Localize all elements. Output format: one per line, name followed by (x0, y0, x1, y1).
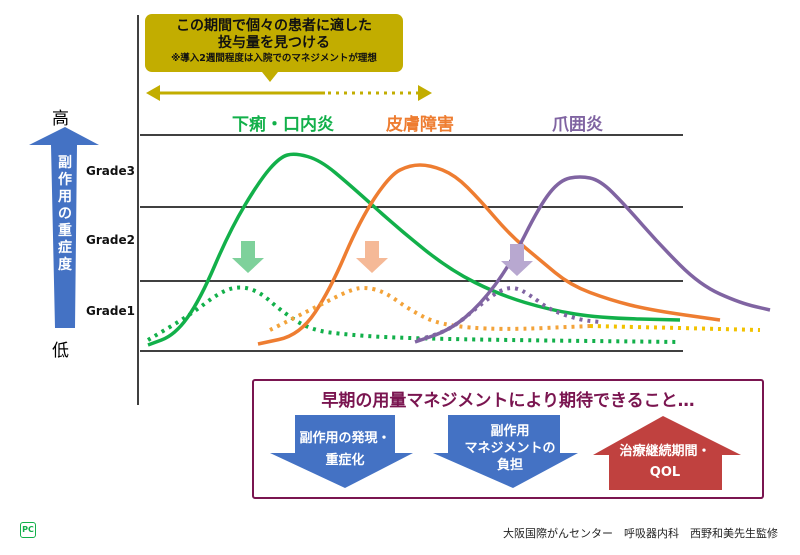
callout-pointer (262, 72, 278, 82)
curve-skin-managed-tail (589, 324, 761, 332)
curve-skin (257, 163, 721, 346)
severity-up-arrow (29, 127, 99, 328)
curve-diarrhea-managed (146, 285, 681, 344)
expectation-qol: 治療継続期間・ QOL (600, 443, 730, 481)
arrow-right-icon (418, 85, 432, 101)
expectations-box: 早期の用量マネジメントにより期待できること… (252, 379, 764, 499)
expectation-text: 副作用 (490, 424, 530, 439)
series-label-paronychia: 爪囲炎 (552, 115, 603, 135)
axis-high-label: 高 (52, 109, 69, 129)
callout-line2: 投与量を見つける (218, 35, 330, 51)
down-arrow-burden (433, 415, 578, 488)
up-arrow-qol (593, 416, 741, 490)
axis-label: 副作用の重症度 (58, 155, 72, 273)
arrow-left-icon (146, 85, 160, 101)
curve-skin-managed (269, 285, 591, 332)
expectation-text: 治療継続期間・ (619, 444, 711, 459)
expectation-onset: 副作用の発現・ 重症化 (280, 430, 410, 469)
curve-paronychia-managed (417, 286, 601, 342)
expectation-text: 負担 (496, 458, 523, 473)
curve-paronychia (414, 175, 771, 344)
expectations-title: 早期の用量マネジメントにより期待できること… (321, 391, 695, 411)
expectation-burden: 副作用 マネジメントの 負担 (440, 423, 580, 474)
down-arrow-icon-purple (501, 244, 533, 276)
expectation-text: 副作用の発現・ (299, 431, 391, 446)
expectation-text: QOL (649, 465, 681, 480)
period-callout: この期間で個々の患者に適した 投与量を見つける ※導入2週間程度は入院でのマネジ… (145, 14, 403, 72)
grade2-label: Grade2 (86, 233, 135, 247)
grade-lines (140, 134, 683, 352)
series-label-diarrhea: 下痢・口内炎 (232, 115, 334, 135)
down-arrow-icon-orange (356, 241, 388, 273)
footer-credit: 大阪国際がんセンター 呼吸器内科 西野和美先生監修 (503, 527, 778, 540)
down-arrow-icon-green (232, 241, 264, 273)
grade3-label: Grade3 (86, 164, 135, 178)
callout-line1: この期間で個々の患者に適した (176, 18, 372, 34)
grade1-label: Grade1 (86, 304, 135, 318)
curve-diarrhea (147, 152, 681, 347)
expectation-text: マネジメントの (464, 441, 556, 456)
pc-logo: PC (20, 522, 36, 538)
down-arrow-onset (270, 415, 413, 488)
series-label-skin: 皮膚障害 (386, 115, 454, 135)
callout-note: ※導入2週間程度は入院でのマネジメントが理想 (171, 53, 377, 64)
axis-low-label: 低 (52, 341, 69, 361)
expectation-text: 重症化 (325, 453, 365, 468)
